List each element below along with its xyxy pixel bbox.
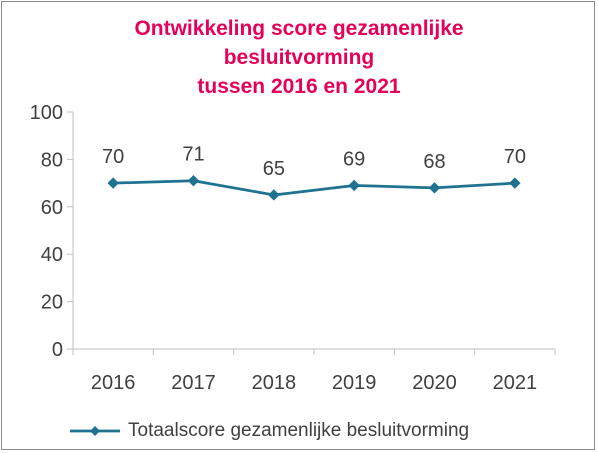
x-tick-label: 2021 [493,372,538,394]
legend: Totaalscore gezamenlijke besluitvorming [68,418,469,444]
series-layer [107,175,521,201]
y-tick-label: 60 [41,197,63,219]
data-label: 70 [102,146,124,168]
series-line [113,179,515,197]
data-point [348,179,360,192]
x-axis: 2016 2017 2018 2019 2020 2021 [72,348,556,394]
data-label: 65 [263,158,285,180]
chart-title: Ontwikkeling score gezamenlijke besluitv… [134,17,464,98]
y-axis: 0 20 40 60 80 100 [30,102,74,361]
y-tick-label: 0 [52,339,63,361]
data-label: 69 [343,148,365,170]
y-tick-label: 80 [41,149,63,171]
data-labels: 70 71 65 69 68 70 [102,144,526,180]
y-tick-label: 20 [41,292,63,314]
data-point [107,177,119,189]
data-point [509,177,521,189]
data-label: 71 [182,144,204,166]
y-tick-label: 40 [41,244,63,266]
x-tick-label: 2018 [252,372,297,394]
y-tick-label: 100 [30,102,63,124]
x-tick-label: 2019 [332,372,377,394]
data-label: 68 [423,151,445,173]
data-point [268,189,280,201]
legend-diamond-marker [90,426,100,436]
legend-series-label: Totaalscore gezamenlijke besluitvorming [128,420,470,441]
x-tick-label: 2020 [412,372,457,394]
data-label: 70 [504,146,526,168]
data-point [187,175,200,187]
x-tick-label: 2017 [171,372,216,394]
x-tick-label: 2016 [91,372,136,394]
legend-series-marker [68,424,122,438]
data-point [428,182,441,194]
